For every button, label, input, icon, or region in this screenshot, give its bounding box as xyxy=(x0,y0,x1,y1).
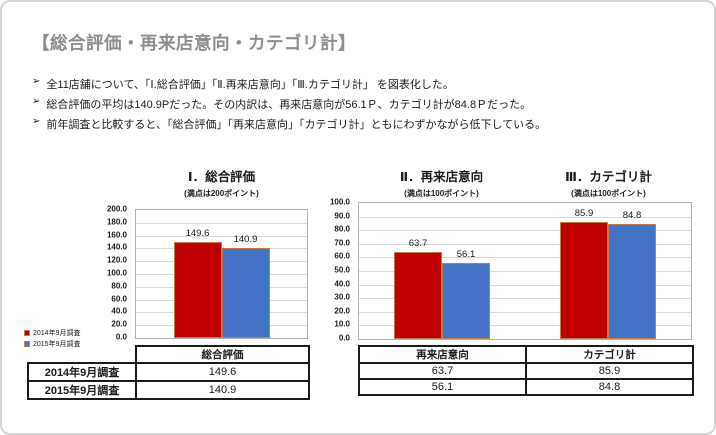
value-2014-revisit: 63.7 xyxy=(358,362,527,380)
gridline xyxy=(359,243,691,245)
arrow-bullet-icon: ➢ xyxy=(32,116,41,127)
bar-series1-cat0 xyxy=(221,247,270,338)
chart-legend: 2014年9月調査 2015年9月調査 xyxy=(24,327,80,349)
table-row: 63.7 85.9 xyxy=(358,362,694,380)
header-cell-category: カテゴリ計 xyxy=(525,345,694,364)
y-tick-label: 20.0 xyxy=(334,306,350,316)
value-2014-overall: 149.6 xyxy=(135,362,310,382)
y-tick-label: 10.0 xyxy=(334,319,350,329)
gridline xyxy=(359,284,691,286)
bar-value-label: 56.1 xyxy=(456,248,476,260)
y-tick-label: 100.0 xyxy=(329,197,350,207)
header-cell-overall: 総合評価 xyxy=(135,345,310,364)
y-tick-label: 180.0 xyxy=(106,217,127,227)
chart1-title: Ⅰ．総合評価 xyxy=(187,170,256,184)
gridline xyxy=(359,271,691,272)
chart2-y-axis: 100.0 90.0 80.0 70.0 60.0 50.0 40.0 30.0 20.0 10.… xyxy=(314,198,354,343)
gridline xyxy=(136,235,307,237)
bar-series0-cat0 xyxy=(173,242,222,338)
bar-value-label: 63.7 xyxy=(408,238,428,250)
bullet-item: ➢ 前年調査と比較すると、「総合評価」「再来店意向」「カテゴリ計」ともにわずかな… xyxy=(32,116,546,136)
table-row: 2014年9月調査 149.6 xyxy=(27,362,310,382)
gridline xyxy=(359,216,691,218)
y-tick-label: 60.0 xyxy=(334,251,350,261)
y-tick-label: 120.0 xyxy=(106,255,127,265)
bullet-text: 総合評価の平均は140.9Pだった。その内訳は、再来店意向が56.1Ｐ、カテゴリ… xyxy=(46,99,532,111)
chart2-title-revisit: Ⅱ．再来店意向 xyxy=(399,170,484,184)
y-tick-label: 30.0 xyxy=(334,292,350,302)
arrow-bullet-icon: ➢ xyxy=(32,96,41,107)
row-label-2014: 2014年9月調査 xyxy=(27,362,137,382)
y-tick-label: 200.0 xyxy=(106,204,127,214)
y-tick-label: 100.0 xyxy=(106,268,127,278)
chart1-subtitle: (満点は200ポイント) xyxy=(184,189,259,198)
gridline xyxy=(359,311,691,313)
bullet-text: 全11店舗について、「Ⅰ.総合評価」「Ⅱ.再来店意向」「Ⅲ.カテゴリ計」 を図表… xyxy=(46,79,454,91)
y-tick-label: 40.0 xyxy=(111,306,127,316)
y-tick-label: 0.0 xyxy=(115,332,127,342)
value-2015-revisit: 56.1 xyxy=(358,378,527,396)
table-row: 2015年9月調査 140.9 xyxy=(27,380,310,400)
bar-value-label: 84.8 xyxy=(622,209,642,221)
y-tick-label: 70.0 xyxy=(334,238,350,248)
summary-bullets: ➢ 全11店舗について、「Ⅰ.総合評価」「Ⅱ.再来店意向」「Ⅲ.カテゴリ計」 を… xyxy=(32,76,546,136)
y-tick-label: 0.0 xyxy=(338,333,350,343)
legend-swatch-2014-icon xyxy=(24,329,30,336)
bar-series1-cat1 xyxy=(608,223,656,339)
detail-score-table: 再来店意向 カテゴリ計 63.7 85.9 56.1 84.8 xyxy=(358,345,694,396)
bar-series0-cat0 xyxy=(394,252,442,339)
bullet-text: 前年調査と比較すると、「総合評価」「再来店意向」「カテゴリ計」ともにわずかながら… xyxy=(46,119,547,131)
legend-item-2015: 2015年9月調査 xyxy=(24,338,80,349)
value-2015-overall: 140.9 xyxy=(135,380,310,400)
arrow-bullet-icon: ➢ xyxy=(32,76,41,87)
chart1-y-axis: 200.0 180.0 160.0 140.0 120.0 100.0 80.0 60.0 40… xyxy=(87,205,131,342)
y-tick-label: 90.0 xyxy=(334,211,350,221)
y-tick-label: 80.0 xyxy=(111,281,127,291)
legend-label-2015: 2015年9月調査 xyxy=(33,340,81,348)
page-title: 【総合評価・再来店意向・カテゴリ計】 xyxy=(32,33,356,53)
bar-series1-cat0 xyxy=(442,262,490,339)
bar-value-label: 140.9 xyxy=(233,233,258,245)
gridline xyxy=(359,257,691,259)
table-header-row: 総合評価 xyxy=(28,345,310,364)
bullet-item: ➢ 全11店舗について、「Ⅰ.総合評価」「Ⅱ.再来店意向」「Ⅲ.カテゴリ計」 を… xyxy=(32,76,546,96)
bar-series0-cat1 xyxy=(560,222,608,339)
value-2014-category: 85.9 xyxy=(525,362,694,380)
chart1-plot-area: 149.6 140.9 xyxy=(135,209,308,339)
empty-header-cell xyxy=(28,346,136,363)
y-tick-label: 20.0 xyxy=(111,319,127,329)
value-2015-category: 84.8 xyxy=(525,378,694,396)
gridline xyxy=(136,222,307,224)
chart2-subtitle-category: (満点は100ポイント) xyxy=(571,189,646,198)
gridline xyxy=(359,298,691,300)
table-header-row: 再来店意向 カテゴリ計 xyxy=(358,345,694,364)
bullet-item: ➢ 総合評価の平均は140.9Pだった。その内訳は、再来店意向が56.1Ｐ、カテ… xyxy=(32,96,546,116)
chart2-subtitle-revisit: (満点は100ポイント) xyxy=(404,189,479,198)
legend-item-2014: 2014年9月調査 xyxy=(24,327,80,338)
gridline xyxy=(359,325,691,327)
y-tick-label: 60.0 xyxy=(111,294,127,304)
y-tick-label: 80.0 xyxy=(334,224,350,234)
chart2-plot-area: 63.7 56.1 85.9 84.8 xyxy=(358,202,692,340)
header-cell-revisit: 再来店意向 xyxy=(358,345,527,364)
row-label-2015: 2015年9月調査 xyxy=(27,380,137,400)
y-tick-label: 50.0 xyxy=(334,265,350,275)
y-tick-label: 160.0 xyxy=(106,230,127,240)
y-tick-label: 140.0 xyxy=(106,242,127,252)
overall-score-table: 総合評価 2014年9月調査 149.6 2015年9月調査 140.9 xyxy=(27,345,310,400)
legend-swatch-2015-icon xyxy=(24,340,30,347)
y-tick-label: 40.0 xyxy=(334,279,350,289)
legend-label-2014: 2014年9月調査 xyxy=(33,329,81,337)
bar-value-label: 149.6 xyxy=(185,228,210,240)
bar-value-label: 85.9 xyxy=(574,208,594,220)
table-row: 56.1 84.8 xyxy=(358,378,694,396)
gridline xyxy=(359,230,691,232)
chart2-title-category: Ⅲ．カテゴリ計 xyxy=(565,170,652,184)
